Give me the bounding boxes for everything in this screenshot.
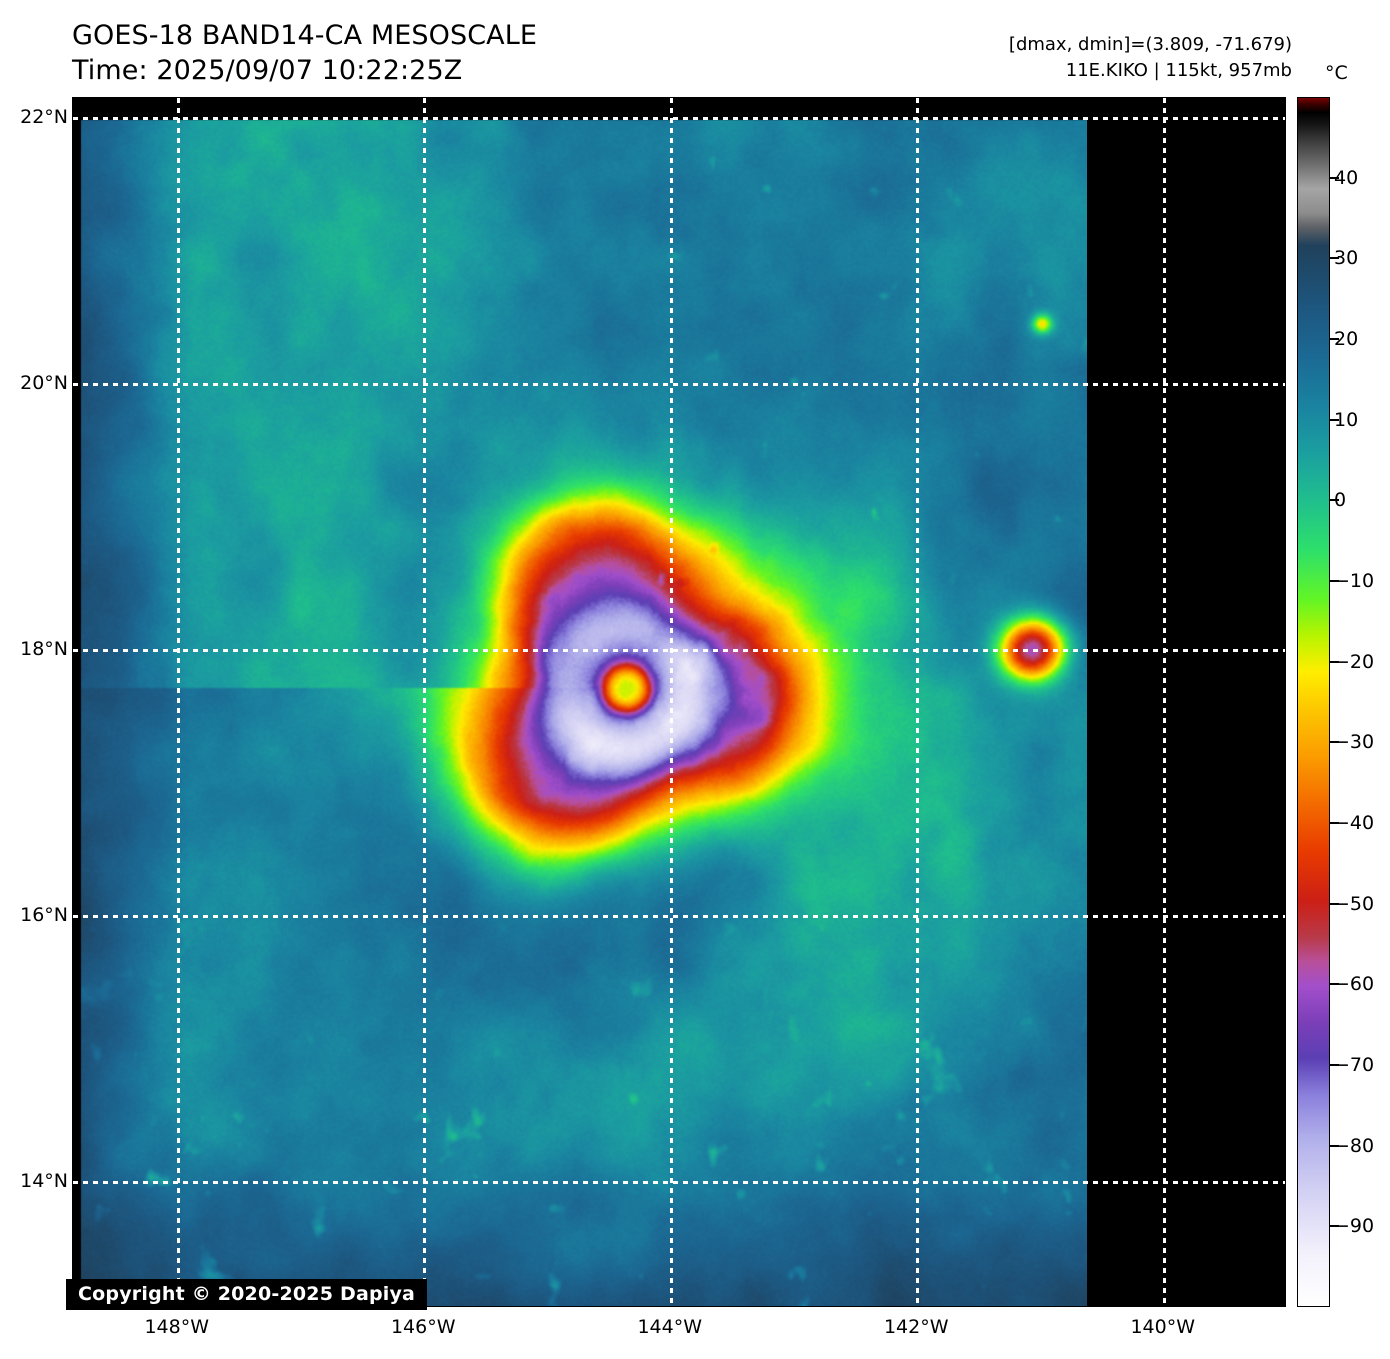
colorbar-tick-label-4: 0 [1334, 489, 1347, 512]
title-block: GOES-18 BAND14-CA MESOSCALE Time: 2025/0… [72, 18, 537, 88]
colorbar-tick-mark-11 [1330, 1064, 1339, 1066]
lat-tick-label-4: 14°N [20, 1169, 68, 1192]
colorbar-tick-label-11: −70 [1334, 1054, 1375, 1076]
colorbar [1297, 97, 1330, 1307]
satellite-plot[interactable] [72, 97, 1286, 1307]
colorbar-tick-mark-10 [1330, 983, 1339, 986]
storm-info-label: 11E.KIKO | 115kt, 957mb [1065, 59, 1292, 81]
colorbar-tick-label-6: −20 [1334, 650, 1375, 673]
colorbar-tick-label-0: 40 [1334, 166, 1359, 189]
colorbar-tick-label-3: 10 [1334, 408, 1359, 431]
colorbar-tick-mark-8 [1330, 822, 1339, 824]
colorbar-tick-mark-1 [1330, 257, 1339, 260]
colorbar-tick-label-1: 30 [1334, 247, 1359, 270]
lon-tick-label-1: 146°W [390, 1316, 456, 1338]
gridline-lon [1162, 98, 1166, 1306]
lon-tick-label-4: 140°W [1130, 1316, 1196, 1338]
colorbar-tick-label-5: −10 [1334, 570, 1375, 592]
annotation-block: [dmax, dmin]=(3.809, -71.679) 11E.KIKO |… [1009, 32, 1292, 83]
colorbar-tick-label-12: −80 [1334, 1134, 1375, 1157]
colorbar-tick-mark-7 [1330, 741, 1339, 744]
lat-tick-label-1: 20°N [20, 371, 68, 394]
copyright-watermark: Copyright © 2020-2025 Dapiya [66, 1279, 428, 1310]
lon-tick-label-2: 144°W [637, 1316, 703, 1338]
colorbar-tick-label-13: −90 [1334, 1215, 1375, 1238]
colorbar-tick-mark-5 [1330, 580, 1339, 582]
satellite-image [73, 98, 1087, 1306]
timestamp: Time: 2025/09/07 10:22:25Z [72, 55, 463, 87]
colorbar-tick-label-10: −60 [1334, 973, 1375, 996]
page-title: GOES-18 BAND14-CA MESOSCALE [72, 20, 538, 51]
colorbar-tick-label-7: −30 [1334, 731, 1375, 754]
lon-tick-label-3: 142°W [883, 1316, 949, 1338]
colorbar-gradient [1298, 98, 1329, 1306]
data-minmax-label: [dmax, dmin]=(3.809, -71.679) [1008, 34, 1292, 55]
colorbar-tick-mark-12 [1330, 1144, 1339, 1147]
colorbar-tick-label-8: −40 [1334, 812, 1375, 834]
colorbar-tick-mark-2 [1330, 338, 1339, 340]
colorbar-tick-mark-3 [1330, 418, 1339, 421]
lon-tick-label-0: 148°W [144, 1316, 210, 1338]
colorbar-tick-mark-9 [1330, 902, 1339, 905]
colorbar-unit-label: °C [1325, 62, 1348, 84]
colorbar-tick-label-9: −50 [1334, 892, 1375, 915]
lat-tick-label-3: 16°N [20, 903, 68, 926]
colorbar-tick-mark-6 [1330, 660, 1339, 663]
colorbar-tick-mark-4 [1330, 499, 1339, 502]
colorbar-tick-mark-0 [1330, 176, 1339, 179]
lat-tick-label-2: 18°N [20, 637, 68, 660]
lat-tick-label-0: 22°N [20, 105, 68, 128]
colorbar-tick-label-2: 20 [1334, 328, 1359, 350]
colorbar-tick-mark-13 [1330, 1225, 1339, 1228]
